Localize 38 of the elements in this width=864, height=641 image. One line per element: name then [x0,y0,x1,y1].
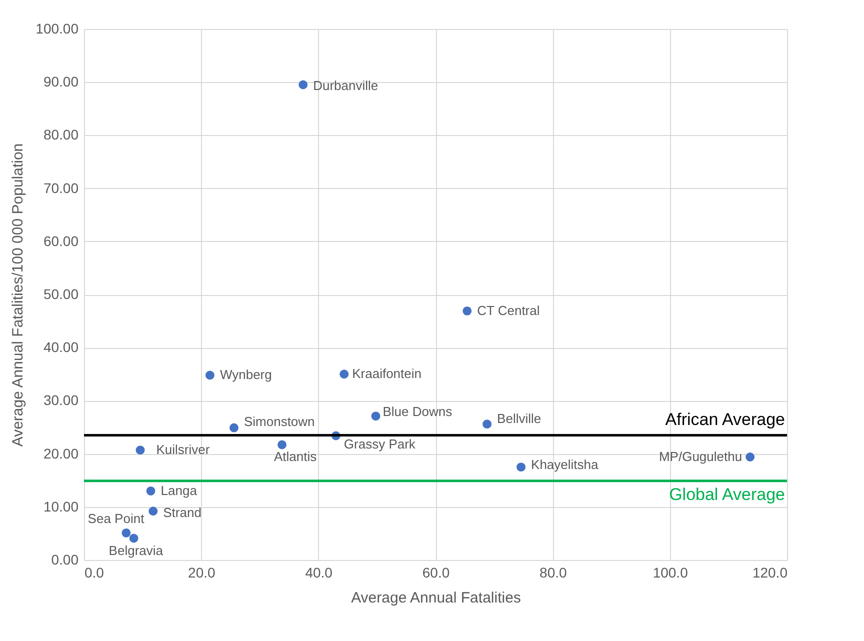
y-tick-label: 70.00 [43,180,79,196]
annotation: CT Central [477,302,540,318]
x-tick-label: 80.0 [540,564,568,580]
x-tick-label: 100.0 [652,564,688,580]
y-axis-title: Average Annual Fatalities/100 000 Population [10,143,27,447]
y-tick-label: 90.00 [43,74,79,90]
annotation: Atlantis [274,448,318,464]
annotation: MP/Gugulethu [658,448,742,464]
annotation: Grassy Park [344,436,416,452]
annotation: Wynberg [220,367,272,382]
annotation: Strand [163,505,202,520]
annotation: Langa [160,482,198,498]
annotation: Sea Point [88,510,145,526]
y-tick-label: 60.00 [43,232,79,249]
y-tick-label: 0.00 [51,552,79,568]
y-tick-label: 80.00 [43,126,79,143]
annotation: Simonstown [244,414,315,429]
annotation: Blue Downs [382,404,453,420]
annotation: Kuilsriver [156,442,210,458]
y-tick-label: 100.00 [36,20,79,36]
ref-line-label: African Average [665,410,785,430]
y-tick-label: 50.00 [43,286,79,302]
x-tick-label: 0.0 [84,564,104,580]
x-tick-label: 20.0 [188,564,216,580]
y-tick-label: 20.00 [43,445,79,462]
annotation: Bellville [497,411,542,426]
annotation: Durbanville [313,78,378,93]
ref-line-label: Global Average [669,484,785,504]
x-tick-label: 40.0 [305,564,333,580]
y-tick-label: 40.00 [43,339,79,356]
annotation: Khayelitsha [531,457,600,472]
annotation: Belgravia [108,543,164,558]
y-tick-label: 10.00 [43,498,79,514]
y-tick-label: 30.00 [43,392,79,408]
x-tick-label: 120.0 [752,564,788,580]
x-tick-label: 60.0 [422,564,450,580]
annotation: Kraaifontein [352,366,422,382]
x-axis-title: Average Annual Fatalities [351,590,521,606]
